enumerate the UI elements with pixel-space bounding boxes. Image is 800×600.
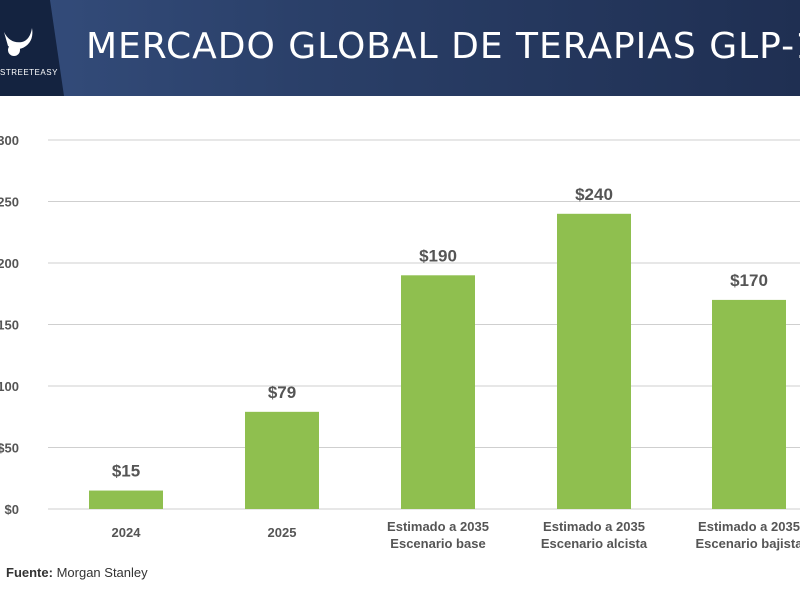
source-note: Fuente: Morgan Stanley: [6, 565, 148, 580]
x-tick-label: Estimado a 2035: [698, 519, 800, 534]
bar: [89, 490, 163, 509]
bar: [401, 275, 475, 509]
bar: [712, 299, 786, 509]
x-tick-label: Estimado a 2035: [543, 519, 645, 534]
bar: [245, 411, 319, 509]
data-label: $240: [575, 185, 613, 204]
x-tick-label: Escenario bajista: [696, 536, 800, 551]
x-tick-label: 2024: [112, 525, 142, 540]
x-tick-label: Escenario alcista: [541, 536, 648, 551]
x-tick-label: Escenario base: [390, 536, 485, 551]
bar: [557, 213, 631, 510]
data-label: $190: [419, 246, 457, 265]
logo-text: STREETEASY: [0, 68, 58, 77]
source-value: Morgan Stanley: [56, 565, 148, 580]
bar-chart: $0 $50 $100 $150 $200 $250 $300 $15 2024 $79 2025 $…: [0, 133, 800, 551]
y-tick-label: $100: [0, 379, 19, 394]
y-tick-label: $0: [5, 502, 19, 517]
data-label: $15: [112, 462, 140, 481]
y-tick-label: $50: [0, 441, 19, 456]
x-tick-label: Estimado a 2035: [387, 519, 489, 534]
y-tick-label: $150: [0, 318, 19, 333]
page-title: MERCADO GLOBAL DE TERAPIAS GLP-1: [86, 26, 800, 67]
y-tick-label: $300: [0, 133, 19, 148]
y-tick-label: $250: [0, 195, 19, 210]
source-label: Fuente:: [6, 565, 53, 580]
bull-logo-icon: [4, 28, 33, 56]
data-label: $79: [268, 383, 296, 402]
logo: STREETEASY: [0, 0, 64, 96]
x-tick-label: 2025: [268, 525, 297, 540]
data-label: $170: [730, 271, 768, 290]
y-tick-label: $200: [0, 256, 19, 271]
header-banner: STREETEASY MERCADO GLOBAL DE TERAPIAS GL…: [0, 0, 800, 96]
